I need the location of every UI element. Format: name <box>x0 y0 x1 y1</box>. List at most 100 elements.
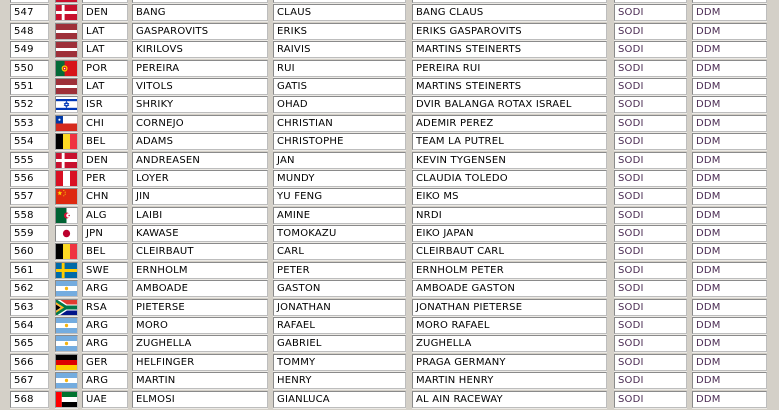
cell-position[interactable]: 548 <box>10 22 49 40</box>
cell-first-name[interactable]: ERIKS <box>273 22 406 40</box>
cell-chassis[interactable]: SODI <box>614 372 687 390</box>
cell-position[interactable]: 565 <box>10 335 49 353</box>
cell-team[interactable]: MORO RAFAEL <box>412 317 607 335</box>
cell-position[interactable]: 567 <box>10 372 49 390</box>
cell-last-name[interactable]: LAIBI <box>132 206 268 224</box>
cell-position[interactable]: 547 <box>10 4 49 22</box>
cell-country-code[interactable]: GER <box>82 353 128 371</box>
cell-chassis[interactable]: SODI <box>614 22 687 40</box>
cell-last-name[interactable]: CORNEJO <box>132 114 268 132</box>
cell-chassis[interactable]: SODI <box>614 151 687 169</box>
cell-position[interactable]: 549 <box>10 41 49 59</box>
cell-engine[interactable]: DDM <box>692 225 767 243</box>
cell-engine[interactable]: DDM <box>692 114 767 132</box>
cell-last-name[interactable]: KAWASE <box>132 225 268 243</box>
cell-country-code[interactable]: DEN <box>82 151 128 169</box>
cell-engine[interactable] <box>692 0 767 3</box>
cell-first-name[interactable]: CLAUS <box>273 4 406 22</box>
cell-engine[interactable]: DDM <box>692 243 767 261</box>
cell-team[interactable]: AMBOADE GASTON <box>412 280 607 298</box>
cell-first-name[interactable]: CHRISTOPHE <box>273 133 406 151</box>
cell-last-name[interactable]: KIRILOVS <box>132 41 268 59</box>
cell-country-code[interactable]: ARG <box>82 317 128 335</box>
cell-chassis[interactable]: SODI <box>614 169 687 187</box>
cell-chassis[interactable]: SODI <box>614 261 687 279</box>
cell-team[interactable]: KEVIN TYGENSEN <box>412 151 607 169</box>
cell-first-name[interactable]: TOMMY <box>273 353 406 371</box>
cell-first-name[interactable]: CARL <box>273 243 406 261</box>
cell-position[interactable]: 560 <box>10 243 49 261</box>
cell-position[interactable]: 566 <box>10 353 49 371</box>
cell-chassis[interactable]: SODI <box>614 96 687 114</box>
cell-engine[interactable]: DDM <box>692 335 767 353</box>
cell-first-name[interactable]: GATIS <box>273 77 406 95</box>
cell-chassis[interactable]: SODI <box>614 188 687 206</box>
cell-last-name[interactable]: GASPAROVITS <box>132 22 268 40</box>
cell-chassis[interactable]: SODI <box>614 114 687 132</box>
cell-country-code[interactable] <box>82 0 128 3</box>
cell-chassis[interactable]: SODI <box>614 77 687 95</box>
cell-chassis[interactable]: SODI <box>614 353 687 371</box>
cell-chassis[interactable]: SODI <box>614 317 687 335</box>
cell-team[interactable]: CLEIRBAUT CARL <box>412 243 607 261</box>
cell-first-name[interactable]: OHAD <box>273 96 406 114</box>
cell-last-name[interactable]: ELMOSI <box>132 390 268 408</box>
cell-last-name[interactable]: SHRIKY <box>132 96 268 114</box>
cell-engine[interactable]: DDM <box>692 41 767 59</box>
cell-first-name[interactable]: YU FENG <box>273 188 406 206</box>
cell-team[interactable]: NRDI <box>412 206 607 224</box>
cell-country-code[interactable]: CHI <box>82 114 128 132</box>
cell-chassis[interactable] <box>614 0 687 3</box>
cell-last-name[interactable]: MORO <box>132 317 268 335</box>
cell-country-code[interactable]: BEL <box>82 243 128 261</box>
cell-country-code[interactable]: ALG <box>82 206 128 224</box>
cell-country-code[interactable]: JPN <box>82 225 128 243</box>
cell-engine[interactable]: DDM <box>692 206 767 224</box>
cell-country-code[interactable]: BEL <box>82 133 128 151</box>
cell-last-name[interactable]: VITOLS <box>132 77 268 95</box>
cell-first-name[interactable]: RUI <box>273 59 406 77</box>
cell-chassis[interactable]: SODI <box>614 298 687 316</box>
cell-engine[interactable]: DDM <box>692 372 767 390</box>
cell-country-code[interactable]: CHN <box>82 188 128 206</box>
cell-position[interactable]: 564 <box>10 317 49 335</box>
cell-team[interactable]: BANG CLAUS <box>412 4 607 22</box>
cell-position[interactable]: 561 <box>10 261 49 279</box>
cell-position[interactable]: 559 <box>10 225 49 243</box>
cell-first-name[interactable]: TOMOKAZU <box>273 225 406 243</box>
cell-position[interactable] <box>10 0 49 3</box>
cell-engine[interactable]: DDM <box>692 169 767 187</box>
cell-team[interactable] <box>412 0 607 3</box>
cell-team[interactable]: ERNHOLM PETER <box>412 261 607 279</box>
cell-team[interactable]: MARTIN HENRY <box>412 372 607 390</box>
cell-position[interactable]: 562 <box>10 280 49 298</box>
cell-country-code[interactable]: UAE <box>82 390 128 408</box>
cell-first-name[interactable] <box>273 0 406 3</box>
cell-engine[interactable]: DDM <box>692 4 767 22</box>
cell-position[interactable]: 555 <box>10 151 49 169</box>
cell-last-name[interactable]: ERNHOLM <box>132 261 268 279</box>
cell-last-name[interactable]: MARTIN <box>132 372 268 390</box>
cell-first-name[interactable]: HENRY <box>273 372 406 390</box>
cell-engine[interactable]: DDM <box>692 133 767 151</box>
cell-country-code[interactable]: ISR <box>82 96 128 114</box>
cell-first-name[interactable]: GIANLUCA <box>273 390 406 408</box>
cell-last-name[interactable] <box>132 0 268 3</box>
cell-engine[interactable]: DDM <box>692 390 767 408</box>
cell-position[interactable]: 556 <box>10 169 49 187</box>
cell-chassis[interactable]: SODI <box>614 59 687 77</box>
cell-engine[interactable]: DDM <box>692 77 767 95</box>
cell-team[interactable]: TEAM LA PUTREL <box>412 133 607 151</box>
cell-team[interactable]: DVIR BALANGA ROTAX ISRAEL <box>412 96 607 114</box>
cell-chassis[interactable]: SODI <box>614 390 687 408</box>
cell-country-code[interactable]: LAT <box>82 22 128 40</box>
cell-last-name[interactable]: AMBOADE <box>132 280 268 298</box>
cell-position[interactable]: 558 <box>10 206 49 224</box>
cell-chassis[interactable]: SODI <box>614 133 687 151</box>
cell-position[interactable]: 557 <box>10 188 49 206</box>
cell-engine[interactable]: DDM <box>692 59 767 77</box>
cell-last-name[interactable]: CLEIRBAUT <box>132 243 268 261</box>
cell-team[interactable]: EIKO MS <box>412 188 607 206</box>
cell-last-name[interactable]: ADAMS <box>132 133 268 151</box>
cell-first-name[interactable]: RAIVIS <box>273 41 406 59</box>
